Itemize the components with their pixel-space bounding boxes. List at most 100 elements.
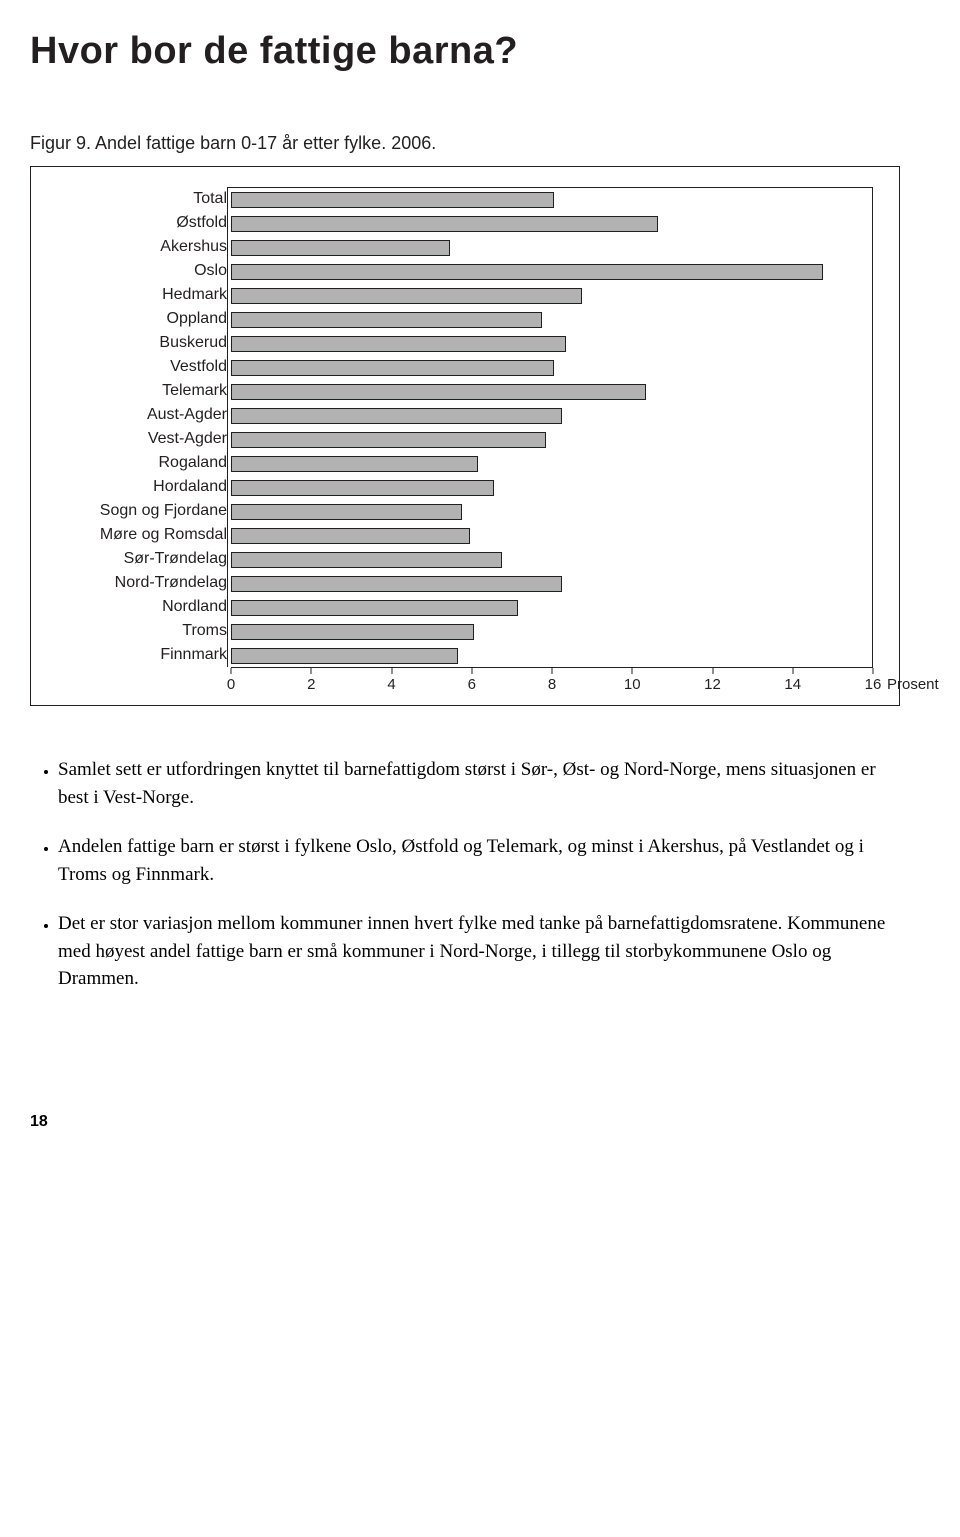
x-axis-title: Prosent (887, 676, 939, 693)
chart-row: Finnmark (57, 643, 873, 667)
category-label: Finnmark (57, 643, 231, 667)
category-label: Nord-Trøndelag (57, 571, 231, 595)
x-tick-label: 16 (865, 676, 882, 693)
x-tick (391, 668, 392, 674)
category-label: Nordland (57, 595, 231, 619)
bar (231, 648, 458, 664)
page-title: Hvor bor de fattige barna? (30, 30, 900, 73)
category-label: Troms (57, 619, 231, 643)
chart-row: Møre og Romsdal (57, 523, 873, 547)
category-label: Aust-Agder (57, 403, 231, 427)
category-label: Østfold (57, 211, 231, 235)
chart-row: Troms (57, 619, 873, 643)
x-tick (873, 668, 874, 674)
plot-cell (231, 547, 873, 571)
plot-cell (231, 427, 873, 451)
chart-frame: TotalØstfoldAkershusOsloHedmarkOpplandBu… (30, 166, 900, 706)
chart-row: Hordaland (57, 475, 873, 499)
bar (231, 600, 518, 616)
bar (231, 336, 566, 352)
chart-plot-area: TotalØstfoldAkershusOsloHedmarkOpplandBu… (57, 187, 873, 667)
chart-row: Rogaland (57, 451, 873, 475)
bar (231, 480, 494, 496)
chart-row: Sogn og Fjordane (57, 499, 873, 523)
bullet-item: Samlet sett er utfordringen knyttet til … (58, 756, 900, 811)
bullet-list: Samlet sett er utfordringen knyttet til … (30, 756, 900, 993)
x-tick-label: 2 (307, 676, 315, 693)
bar (231, 360, 554, 376)
plot-cell (231, 235, 873, 259)
plot-cell (231, 451, 873, 475)
bullet-item: Det er stor variasjon mellom kommuner in… (58, 910, 900, 993)
bar (231, 576, 562, 592)
bar (231, 456, 478, 472)
x-axis: 0246810121416Prosent (57, 667, 873, 697)
x-tick (311, 668, 312, 674)
chart-row: Total (57, 187, 873, 211)
x-tick-label: 0 (227, 676, 235, 693)
plot-cell (231, 499, 873, 523)
plot-cell (231, 595, 873, 619)
plot-cell (231, 211, 873, 235)
bar (231, 504, 462, 520)
category-label: Oppland (57, 307, 231, 331)
category-label: Hordaland (57, 475, 231, 499)
category-label: Vestfold (57, 355, 231, 379)
bar (231, 192, 554, 208)
x-axis-ticks: 0246810121416Prosent (231, 667, 873, 697)
page-number: 18 (30, 1113, 900, 1131)
bar (231, 624, 474, 640)
plot-cell (231, 331, 873, 355)
figure-caption: Figur 9. Andel fattige barn 0-17 år ette… (30, 133, 900, 154)
x-tick-label: 14 (784, 676, 801, 693)
plot-cell (231, 523, 873, 547)
bar (231, 216, 658, 232)
bullet-item: Andelen fattige barn er størst i fylkene… (58, 833, 900, 888)
category-label: Buskerud (57, 331, 231, 355)
chart-row: Vest-Agder (57, 427, 873, 451)
bar (231, 408, 562, 424)
category-label: Sør-Trøndelag (57, 547, 231, 571)
category-label: Sogn og Fjordane (57, 499, 231, 523)
category-label: Oslo (57, 259, 231, 283)
x-tick-label: 6 (468, 676, 476, 693)
plot-cell (231, 259, 873, 283)
bar (231, 264, 823, 280)
document-page: Hvor bor de fattige barna? Figur 9. Ande… (0, 0, 960, 1151)
plot-cell (231, 355, 873, 379)
bar (231, 240, 450, 256)
chart-row: Hedmark (57, 283, 873, 307)
category-label: Hedmark (57, 283, 231, 307)
plot-cell (231, 307, 873, 331)
chart-row: Telemark (57, 379, 873, 403)
chart-row: Akershus (57, 235, 873, 259)
category-label: Vest-Agder (57, 427, 231, 451)
plot-cell (231, 619, 873, 643)
chart-row: Aust-Agder (57, 403, 873, 427)
x-tick-label: 10 (624, 676, 641, 693)
bar (231, 312, 542, 328)
chart-row: Buskerud (57, 331, 873, 355)
category-label: Akershus (57, 235, 231, 259)
x-tick (712, 668, 713, 674)
x-tick (471, 668, 472, 674)
plot-cell (231, 475, 873, 499)
bar (231, 288, 582, 304)
x-tick (231, 668, 232, 674)
category-label: Total (57, 187, 231, 211)
chart-row: Vestfold (57, 355, 873, 379)
category-label: Telemark (57, 379, 231, 403)
x-tick-label: 4 (387, 676, 395, 693)
plot-cell (231, 643, 873, 667)
x-tick-label: 12 (704, 676, 721, 693)
category-label: Møre og Romsdal (57, 523, 231, 547)
plot-cell (231, 403, 873, 427)
bar (231, 384, 646, 400)
chart-row: Nordland (57, 595, 873, 619)
plot-cell (231, 379, 873, 403)
plot-cell (231, 283, 873, 307)
chart-row: Østfold (57, 211, 873, 235)
chart-row: Nord-Trøndelag (57, 571, 873, 595)
bar (231, 528, 470, 544)
plot-cell (231, 571, 873, 595)
